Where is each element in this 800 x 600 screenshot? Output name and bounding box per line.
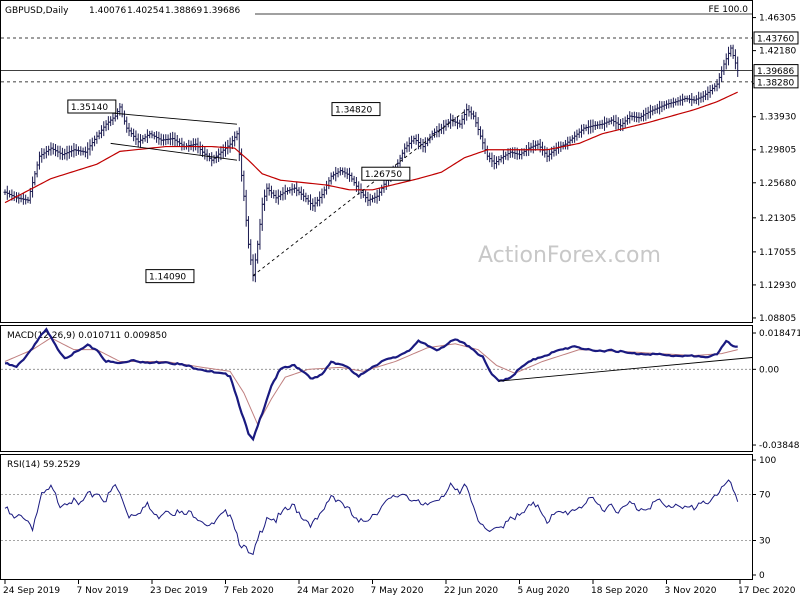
- price-trendline: [110, 142, 238, 161]
- price-annotation-box: [67, 99, 117, 114]
- fe-label: FE 100.0: [709, 5, 749, 15]
- macd-panel-frame: [0, 325, 753, 452]
- macd-axis-tick-label: -0.038486: [759, 441, 800, 451]
- price-axis-tick-label: 1.46305: [759, 14, 796, 24]
- price-axis-tick-label: 1.21305: [759, 214, 796, 224]
- rsi-panel-title: RSI(14) 59.2529: [7, 460, 80, 470]
- macd-trendline: [498, 357, 753, 382]
- watermark: ActionForex.com: [478, 243, 661, 268]
- price-annotation-label: 1.14090: [149, 273, 186, 283]
- price-axis-tick-label: 1.12930: [759, 281, 796, 291]
- price-annotation-label: 1.26750: [365, 170, 402, 180]
- time-axis-tick-label: 7 May 2020: [371, 586, 424, 596]
- ohlc-close: 1.39686: [203, 6, 240, 16]
- time-axis-tick-label: 22 Jun 2020: [444, 586, 498, 596]
- price-annotation-box: [361, 166, 411, 181]
- moving-average-line: [4, 91, 738, 204]
- time-axis-tick-label: 7 Nov 2019: [77, 586, 129, 596]
- price-annotation-box: [145, 269, 195, 284]
- rsi-panel-frame: [0, 454, 753, 580]
- price-level-label: 1.39686: [757, 67, 794, 77]
- rsi-axis-tick-label: 100: [759, 456, 776, 466]
- price-level-box: [753, 31, 799, 45]
- time-axis-tick-label: 24 Sep 2019: [3, 586, 60, 596]
- time-axis-tick-label: 5 Aug 2020: [518, 586, 570, 596]
- price-level-label: 1.43760: [757, 34, 794, 44]
- time-axis-tick-label: 17 Dec 2020: [738, 586, 796, 596]
- ohlc-low: 1.38869: [165, 6, 202, 16]
- ohlc-high: 1.40254: [127, 6, 164, 16]
- price-axis-tick-label: 1.29805: [759, 146, 796, 156]
- rsi-axis-tick-label: 30: [759, 537, 771, 547]
- time-axis-tick-label: 18 Sep 2020: [591, 586, 648, 596]
- rsi-line: [4, 479, 739, 556]
- price-trendline: [110, 112, 238, 125]
- price-axis-tick-label: 1.08805: [759, 314, 796, 324]
- price-annotation-label: 1.34820: [335, 106, 372, 116]
- price-axis-tick-label: 1.33930: [759, 113, 796, 123]
- price-axis-tick-label: 1.17055: [759, 248, 796, 258]
- time-axis-tick-label: 3 Nov 2020: [665, 586, 717, 596]
- time-axis-tick-label: 24 Mar 2020: [297, 586, 354, 596]
- macd-axis-tick-label: 0.018471: [759, 329, 800, 339]
- price-panel-title: GBPUSD,Daily: [5, 6, 69, 16]
- price-annotation-box: [331, 102, 381, 117]
- time-axis-tick-label: 23 Dec 2019: [150, 586, 208, 596]
- price-annotation-label: 1.35140: [71, 103, 108, 113]
- rsi-axis-tick-label: 70: [759, 491, 771, 501]
- time-axis-tick-label: 7 Feb 2020: [224, 586, 275, 596]
- price-panel-frame: [0, 0, 753, 323]
- price-level-label: 1.38280: [757, 78, 794, 88]
- macd-panel-title: MACD(12,26,9) 0.010711 0.009850: [7, 331, 167, 341]
- macd-line: [4, 327, 738, 442]
- macd-axis-tick-label: 0.00: [759, 365, 779, 375]
- rsi-axis-tick-label: 0: [759, 571, 765, 581]
- price-level-box: [753, 75, 799, 89]
- price-axis-tick-label: 1.25680: [759, 179, 796, 189]
- ohlc-open: 1.40076: [89, 6, 126, 16]
- price-axis-tick-label: 1.42180: [759, 47, 796, 57]
